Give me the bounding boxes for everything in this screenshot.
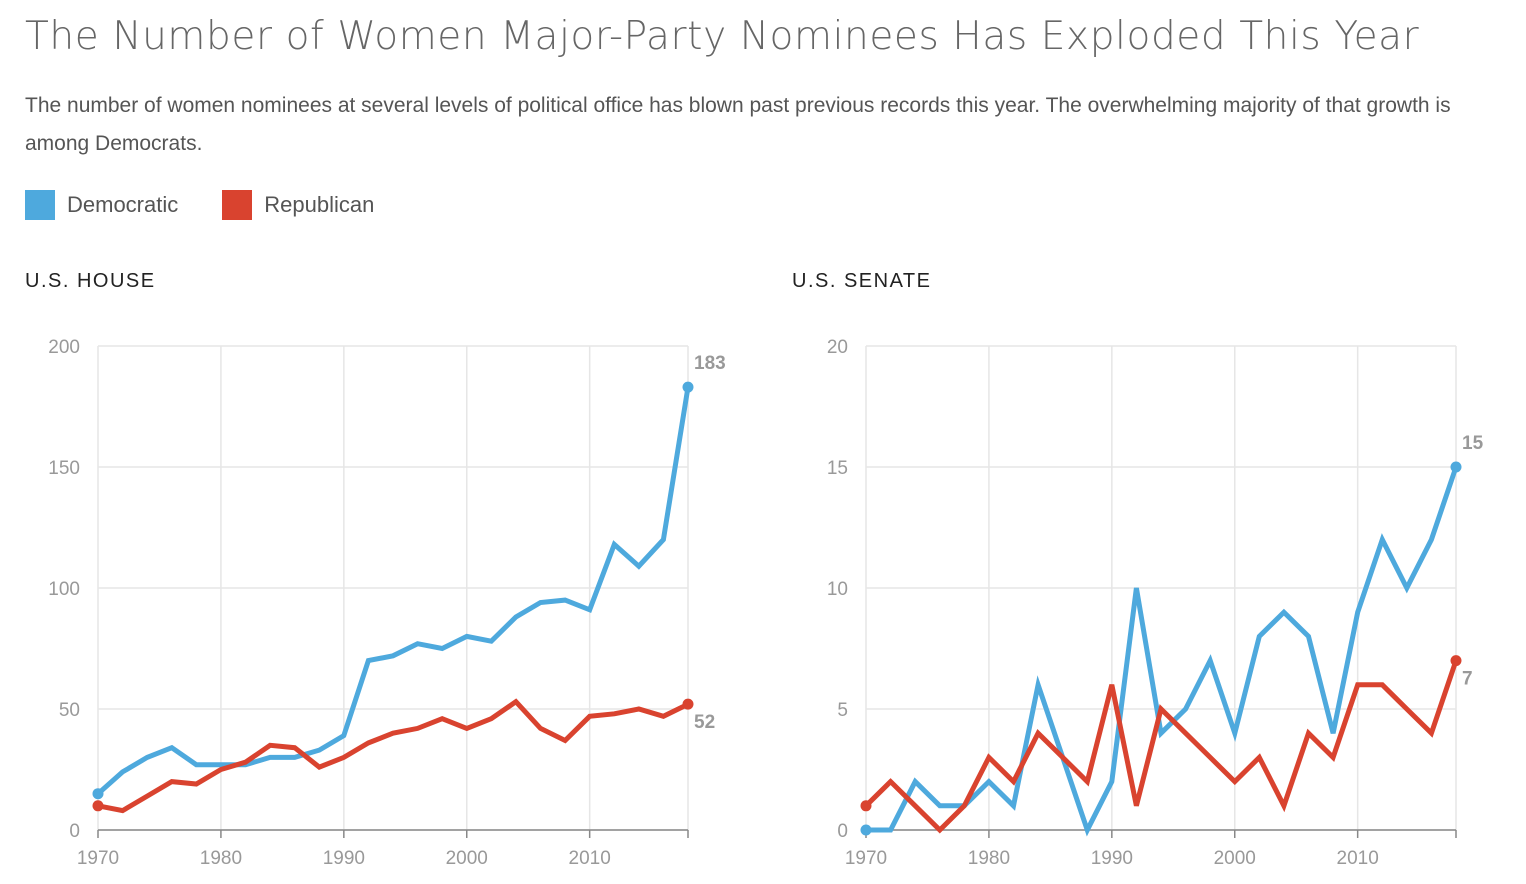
legend-label-democratic: Democratic <box>67 192 179 217</box>
senate-ytick-0: 0 <box>837 821 848 842</box>
house-xtick-2010: 2010 <box>569 848 611 869</box>
house-end-point-democratic <box>682 381 694 393</box>
house-start-point-republican <box>92 800 104 812</box>
legend-swatch-republican <box>222 190 253 220</box>
senate-ytick-5: 5 <box>837 700 848 721</box>
chart-title: The Number of Women Major-Party Nominees… <box>25 14 1420 59</box>
house-x-ticks: 1970 1980 1990 2000 2010 <box>77 830 689 869</box>
senate-line-democratic <box>866 466 1459 837</box>
house-gridlines <box>97 345 689 831</box>
senate-x-ticks: 1970 1980 1990 2000 2010 <box>845 830 1457 869</box>
house-line-democratic <box>96 386 691 796</box>
house-end-label-democratic: 183 <box>694 353 726 374</box>
house-ytick-200: 200 <box>48 337 80 358</box>
senate-ytick-10: 10 <box>827 579 848 600</box>
senate-start-point-democratic <box>860 824 872 836</box>
house-end-point-republican <box>682 698 694 710</box>
senate-start-point-republican <box>860 800 872 812</box>
senate-end-label-republican: 7 <box>1462 669 1473 690</box>
legend-swatch-democratic <box>25 190 55 220</box>
senate-xtick-2000: 2000 <box>1214 848 1256 869</box>
house-ytick-0: 0 <box>69 821 80 842</box>
legend-label-republican: Republican <box>264 192 375 217</box>
chart-subtitle: The number of women nominees at several … <box>25 94 1451 155</box>
house-line-republican <box>97 698 690 814</box>
legend-item-republican: Republican <box>222 190 374 220</box>
legend: Democratic Republican <box>25 190 418 220</box>
house-y-ticks: 0 50 100 150 200 <box>48 337 80 842</box>
senate-xtick-1980: 1980 <box>968 848 1010 869</box>
house-xtick-1970: 1970 <box>77 848 119 869</box>
house-start-point-democratic <box>92 788 104 800</box>
senate-end-label-democratic: 15 <box>1462 433 1484 454</box>
house-ytick-50: 50 <box>59 700 80 721</box>
house-ytick-100: 100 <box>48 579 80 600</box>
senate-ytick-15: 15 <box>827 458 848 479</box>
house-xtick-2000: 2000 <box>446 848 488 869</box>
senate-xtick-1970: 1970 <box>845 848 887 869</box>
senate-end-point-republican <box>1450 655 1462 667</box>
senate-xtick-2010: 2010 <box>1337 848 1379 869</box>
house-xtick-1990: 1990 <box>323 848 365 869</box>
house-chart: 0 50 100 150 200 1970 1980 1990 2000 2010 183 52 <box>48 337 726 869</box>
legend-item-democratic: Democratic <box>25 190 178 220</box>
house-end-label-republican: 52 <box>694 712 715 733</box>
senate-line-republican <box>864 659 1459 834</box>
senate-xtick-1990: 1990 <box>1091 848 1133 869</box>
house-ytick-150: 150 <box>48 458 80 479</box>
house-xtick-1980: 1980 <box>200 848 242 869</box>
senate-y-ticks: 0 5 10 15 20 <box>827 337 848 842</box>
house-panel-title: U.S. HOUSE <box>25 270 156 292</box>
senate-ytick-20: 20 <box>827 337 848 358</box>
senate-end-point-democratic <box>1450 461 1462 473</box>
senate-panel-title: U.S. SENATE <box>792 270 932 292</box>
